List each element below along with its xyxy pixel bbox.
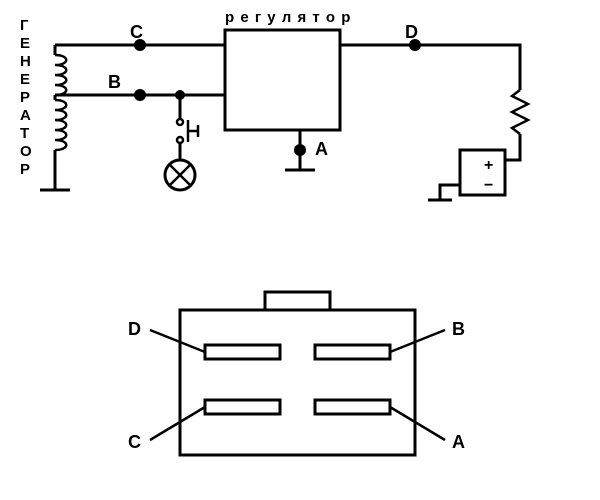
wire-d xyxy=(340,45,520,90)
schematic-svg: Г Е Н Е Р А Т О Р C B xyxy=(0,0,600,500)
pushbutton-switch xyxy=(177,119,198,143)
svg-text:О: О xyxy=(20,143,32,160)
conn-label-b: B xyxy=(452,319,465,339)
conn-label-d: D xyxy=(128,319,141,339)
conn-label-a: A xyxy=(452,432,465,452)
label-d: D xyxy=(405,22,418,42)
svg-text:А: А xyxy=(20,107,31,124)
regulator-label: р е г у л я т о р xyxy=(225,9,351,26)
label-c: C xyxy=(130,22,143,42)
pin-a xyxy=(315,400,390,414)
svg-text:−: − xyxy=(484,177,493,194)
svg-text:Е: Е xyxy=(20,35,30,52)
svg-text:+: + xyxy=(484,157,493,174)
label-a: A xyxy=(315,139,328,159)
node-b xyxy=(134,89,146,101)
fuse-icon xyxy=(512,90,528,134)
pin-d xyxy=(205,345,280,359)
svg-text:Н: Н xyxy=(20,53,31,70)
svg-text:Г: Г xyxy=(20,17,29,34)
label-b: B xyxy=(108,72,121,92)
pin-c xyxy=(205,400,280,414)
svg-text:Е: Е xyxy=(20,71,30,88)
pin-b xyxy=(315,345,390,359)
node-a xyxy=(294,144,306,156)
conn-label-c: C xyxy=(128,432,141,452)
svg-text:Р: Р xyxy=(20,89,30,106)
regulator-box xyxy=(225,30,340,130)
generator-label: Г Е Н Е Р А Т О Р xyxy=(20,17,32,178)
indicator-lamp xyxy=(165,160,195,190)
connector-block: D B C A xyxy=(128,292,465,455)
svg-text:Т: Т xyxy=(20,125,29,142)
svg-text:Р: Р xyxy=(20,161,30,178)
wire-to-battery xyxy=(505,134,520,160)
generator-coil xyxy=(40,45,70,190)
battery: + − xyxy=(428,150,505,200)
